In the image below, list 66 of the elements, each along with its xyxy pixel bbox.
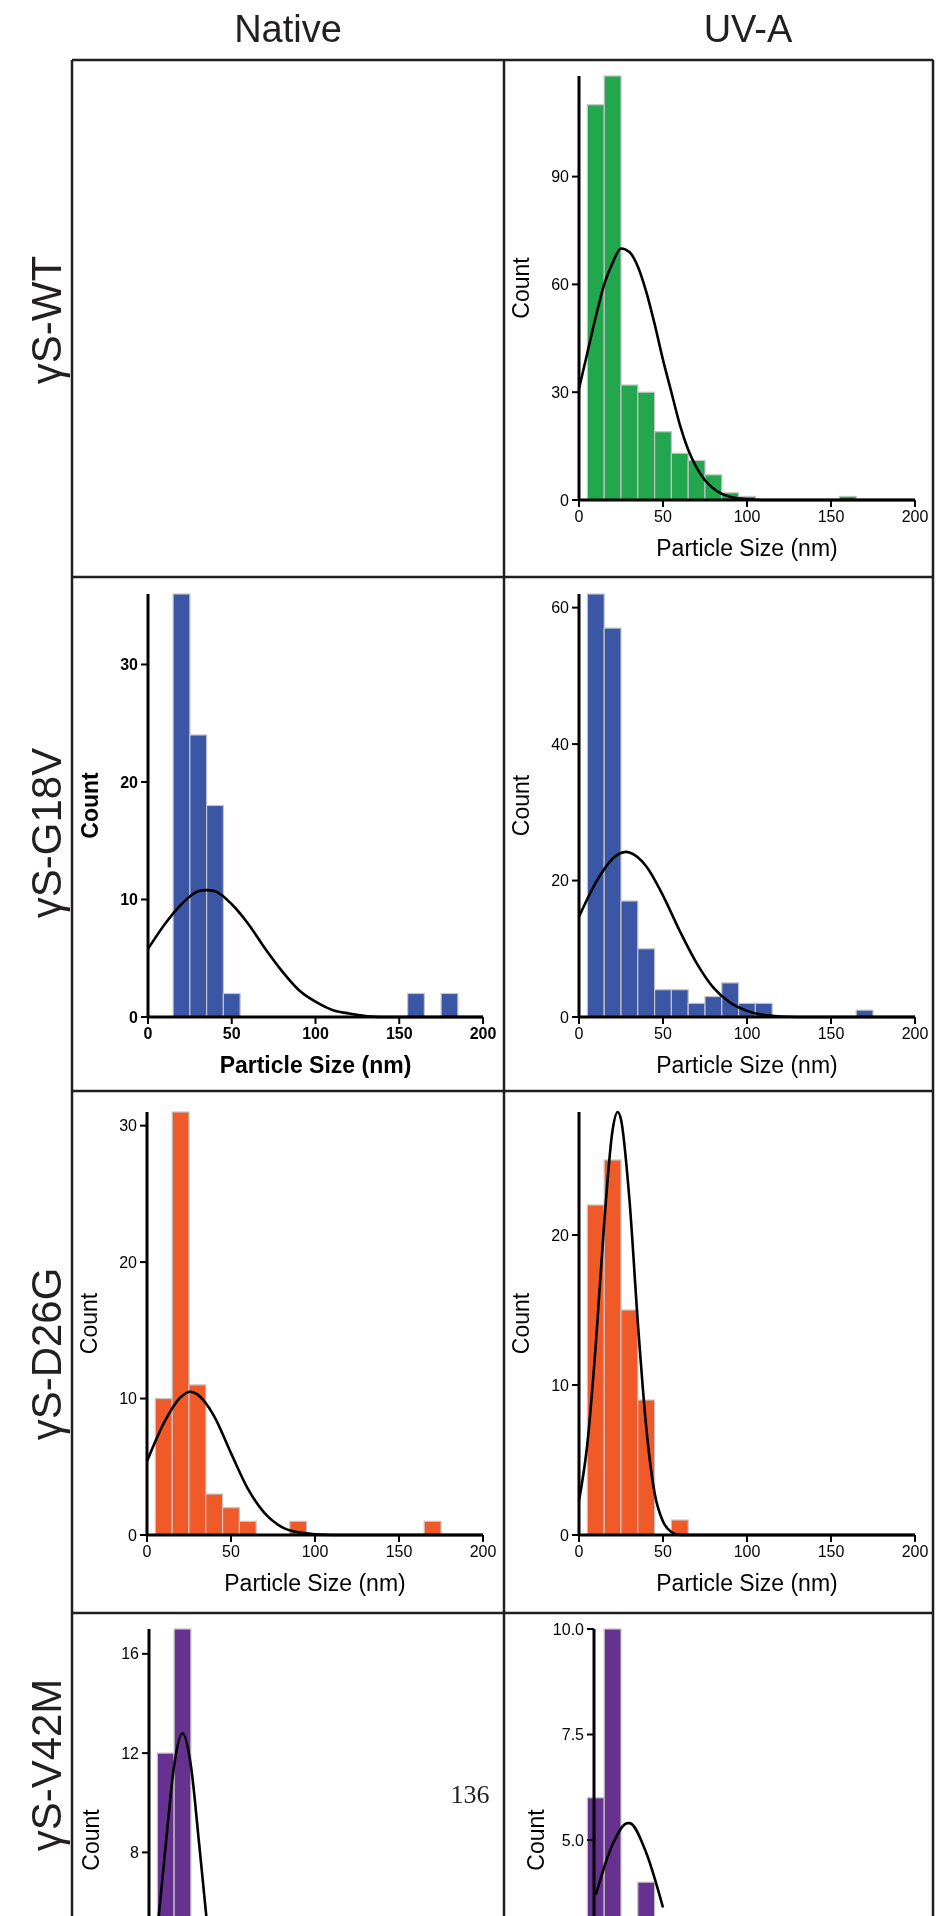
text: γS-WT <box>23 255 71 385</box>
x-tick-label: 50 <box>654 1025 672 1042</box>
x-tick-label: 200 <box>469 1025 497 1042</box>
x-tick-label: 0 <box>142 1543 152 1560</box>
x-tick-label: 100 <box>733 1543 761 1560</box>
y-tick-label: 20 <box>120 773 139 791</box>
y-tick-label: 10.0 <box>552 1620 585 1638</box>
y-tick-label: 30 <box>551 383 570 401</box>
y-axis-title: Count <box>76 1292 102 1355</box>
y-tick-label: 0 <box>560 491 570 509</box>
x-axis-title: Particle Size (nm) <box>656 1570 838 1596</box>
y-axis-title: Count <box>523 1808 549 1871</box>
x-tick-label: 50 <box>654 508 672 525</box>
y-tick-label: 10 <box>120 891 139 908</box>
x-tick-label: 100 <box>733 508 761 525</box>
x-axis-title: Particle Size (nm) <box>656 1052 838 1078</box>
x-tick-label: 100 <box>302 1025 329 1042</box>
x-axis-title: Particle Size (nm) <box>224 1570 406 1596</box>
text: Native <box>234 8 342 50</box>
text: γS-V42M <box>23 1678 71 1852</box>
x-tick-label: 150 <box>385 1543 413 1560</box>
y-axis-title: Count <box>77 771 103 839</box>
y-tick-label: 60 <box>551 599 570 617</box>
y-axis-title: Count <box>508 256 534 319</box>
x-tick-label: 200 <box>469 1543 497 1560</box>
y-tick-label: 40 <box>551 735 570 753</box>
y-tick-label: 20 <box>119 1253 138 1271</box>
y-tick-label: 7.5 <box>561 1726 585 1743</box>
y-tick-label: 60 <box>551 275 570 293</box>
x-tick-label: 150 <box>385 1025 413 1042</box>
annotation: 136 <box>450 1780 490 1809</box>
y-tick-label: 12 <box>121 1744 140 1762</box>
y-tick-label: 20 <box>551 1226 570 1244</box>
y-axis-title: Count <box>78 1808 104 1871</box>
y-tick-label: 30 <box>120 656 139 673</box>
y-tick-label: 10 <box>119 1390 138 1408</box>
text: γS-G18V <box>23 747 71 919</box>
x-tick-label: 150 <box>817 1543 845 1560</box>
text: UV-A <box>703 8 793 50</box>
y-tick-label: 0 <box>560 1526 570 1544</box>
x-tick-label: 200 <box>901 1543 929 1560</box>
y-tick-label: 10 <box>551 1376 570 1394</box>
x-tick-label: 100 <box>733 1025 761 1042</box>
y-tick-label: 0 <box>129 1008 139 1026</box>
x-tick-label: 200 <box>901 508 929 525</box>
x-tick-label: 50 <box>654 1543 672 1560</box>
x-tick-label: 200 <box>901 1025 929 1042</box>
x-tick-label: 100 <box>301 1543 329 1560</box>
x-tick-label: 0 <box>143 1025 153 1042</box>
y-tick-label: 0 <box>128 1526 138 1544</box>
y-tick-label: 5.0 <box>561 1831 585 1849</box>
x-tick-label: 50 <box>222 1025 241 1042</box>
y-tick-label: 8 <box>130 1843 140 1861</box>
y-tick-label: 30 <box>119 1117 138 1135</box>
y-axis-title: Count <box>508 774 534 837</box>
text: γS-D26G <box>23 1267 71 1441</box>
y-tick-label: 90 <box>551 168 570 186</box>
x-tick-label: 50 <box>222 1543 240 1560</box>
x-axis-title: Particle Size (nm) <box>219 1052 412 1078</box>
y-tick-label: 16 <box>121 1645 140 1663</box>
x-tick-label: 150 <box>817 1025 845 1042</box>
y-tick-label: 0 <box>560 1008 570 1026</box>
y-axis-title: Count <box>508 1292 534 1355</box>
x-tick-label: 150 <box>817 508 845 525</box>
y-tick-label: 20 <box>551 872 570 890</box>
x-axis-title: Particle Size (nm) <box>656 535 838 561</box>
